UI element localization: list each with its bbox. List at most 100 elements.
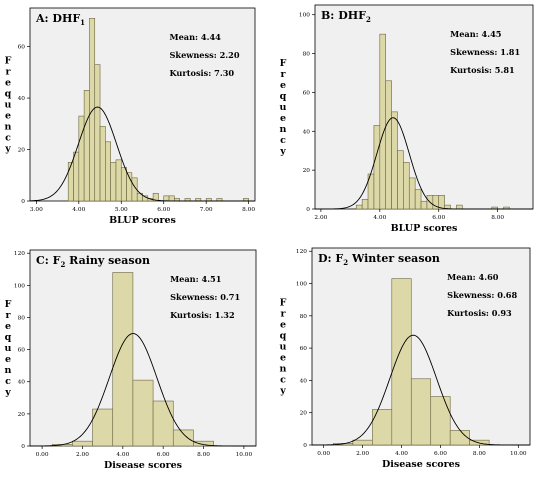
x-tick-label: 5.00 — [115, 207, 128, 213]
x-tick-label: 8.00 — [242, 207, 255, 213]
normal-curve — [312, 334, 530, 446]
histogram-bar — [172, 429, 194, 447]
plot-area — [29, 7, 256, 202]
y-axis-label-letter: e — [5, 111, 11, 122]
y-tick-label: 60 — [300, 346, 308, 352]
y-tick-label: 0 — [303, 443, 307, 449]
histogram-bar — [352, 439, 373, 446]
y-axis-label-letter: r — [5, 67, 11, 78]
x-tick-label: 2.00 — [76, 452, 89, 458]
y-tick-label: 20 — [300, 411, 308, 417]
x-tick-label: 4.00 — [395, 451, 408, 457]
y-axis-label-letter: n — [280, 124, 287, 135]
histogram-panel-a: 3.00 4.00 5.00 6.00 7.00 8.00 0 20 40 60 A: DHF1 Me… — [4, 7, 256, 226]
histogram-bar — [105, 141, 111, 202]
histogram-bar — [72, 440, 93, 447]
histogram-bar — [67, 162, 74, 202]
stat-mean: Mean: 4.45 — [450, 29, 502, 39]
y-tick-label: 80 — [18, 315, 26, 321]
y-tick-label: 60 — [18, 348, 26, 354]
histogram-bar — [115, 159, 122, 202]
histogram-bar — [120, 167, 127, 202]
y-tick-label: 100 — [14, 283, 25, 289]
y-axis-label-letter: e — [5, 78, 11, 89]
x-tick-label: 0.00 — [317, 451, 330, 457]
y-axis-label-letter: n — [280, 364, 287, 375]
x-tick-label: 10.00 — [236, 452, 253, 458]
y-axis-label-letter: u — [5, 343, 12, 354]
y-tick-label: 120 — [296, 249, 307, 255]
stat-kurtosis: Kurtosis: 5.81 — [450, 65, 515, 75]
x-axis-label: BLUP scores — [391, 223, 458, 234]
histogram-bar — [89, 17, 96, 202]
stat-skewness: Skewness: 0.68 — [447, 290, 517, 300]
x-tick-label: 6.00 — [157, 452, 170, 458]
histogram-bar — [408, 177, 416, 210]
y-axis-label-letter: y — [4, 144, 11, 155]
histogram-bar — [163, 195, 170, 202]
histogram-panel-b: 2.00 4.00 6.00 8.00 0 20 40 60 80 100 B: DHF2 Mean:… — [279, 4, 534, 234]
y-tick-label: 100 — [299, 13, 310, 19]
y-tick-label: 0 — [21, 199, 25, 205]
stat-mean: Mean: 4.60 — [447, 272, 499, 282]
y-tick-label: 60 — [303, 90, 311, 96]
x-tick-label: 8.00 — [197, 452, 210, 458]
plot-area — [314, 4, 534, 210]
histogram-bar — [152, 400, 174, 447]
y-axis-label-letter: y — [279, 386, 286, 397]
stat-kurtosis: Kurtosis: 0.93 — [447, 308, 512, 318]
y-tick-label: 80 — [303, 52, 311, 58]
y-axis-label-letter: q — [280, 331, 287, 342]
histogram-bar — [379, 33, 387, 210]
x-tick-label: 6.00 — [157, 207, 170, 213]
y-axis-label-letter: u — [5, 100, 12, 111]
y-tick-label: 100 — [296, 282, 307, 288]
panel-title: B: DHF2 — [321, 9, 371, 24]
stat-mean: Mean: 4.51 — [170, 274, 221, 284]
histogram-bar — [94, 64, 101, 202]
histogram-bar — [456, 204, 463, 210]
x-tick-label: 8.00 — [491, 215, 504, 221]
normal-curve — [30, 333, 256, 447]
y-axis-label-letter: e — [280, 353, 286, 364]
y-axis-label-letter: c — [5, 133, 11, 144]
y-tick-label: 40 — [303, 129, 311, 135]
y-axis-label-letter: e — [280, 113, 286, 124]
y-axis-label-letter: e — [280, 320, 286, 331]
histogram-panel-c: 0.00 2.00 4.00 6.00 8.00 10.00 0 20 40 60 80 100 120… — [4, 249, 257, 471]
histogram-bar — [403, 162, 410, 210]
y-axis-label-letter: F — [280, 58, 287, 69]
x-axis-label: Disease scores — [382, 459, 460, 470]
x-tick-label: 0.00 — [36, 452, 49, 458]
y-tick-label: 0 — [306, 207, 310, 213]
histogram-bar — [397, 150, 404, 210]
y-axis-label-letter: r — [5, 310, 11, 321]
histogram-bar — [355, 204, 363, 210]
histogram-bar — [131, 177, 138, 202]
x-tick-label: 10.00 — [510, 451, 527, 457]
histogram-bar — [391, 278, 412, 446]
y-tick-label: 60 — [18, 45, 26, 51]
y-axis-label-letter: n — [5, 122, 12, 133]
x-tick-label: 7.00 — [200, 207, 213, 213]
histogram-bar — [361, 198, 369, 210]
y-tick-label: 20 — [18, 412, 26, 418]
histogram-bar — [438, 195, 445, 210]
histogram-bar — [83, 90, 90, 202]
y-axis-label-letter: e — [5, 354, 11, 365]
y-axis-label-letter: y — [4, 387, 11, 398]
y-tick-label: 0 — [21, 444, 25, 450]
histogram-bar — [385, 80, 392, 210]
x-tick-label: 4.00 — [72, 207, 85, 213]
histogram-bar — [410, 378, 432, 446]
stat-kurtosis: Kurtosis: 7.30 — [170, 68, 235, 78]
normal-curve — [29, 106, 255, 202]
histogram-bar — [449, 430, 470, 446]
y-axis-label-letter: q — [5, 332, 12, 343]
y-axis-label-letter: F — [280, 298, 287, 309]
stat-kurtosis: Kurtosis: 1.32 — [170, 310, 235, 320]
y-tick-label: 20 — [303, 168, 311, 174]
y-axis-label-letter: y — [279, 146, 286, 157]
histogram-panel-d: 0.00 2.00 4.00 6.00 8.00 10.00 0 20 40 60 80 100 120… — [279, 247, 531, 470]
y-axis-label-letter: F — [5, 56, 12, 67]
